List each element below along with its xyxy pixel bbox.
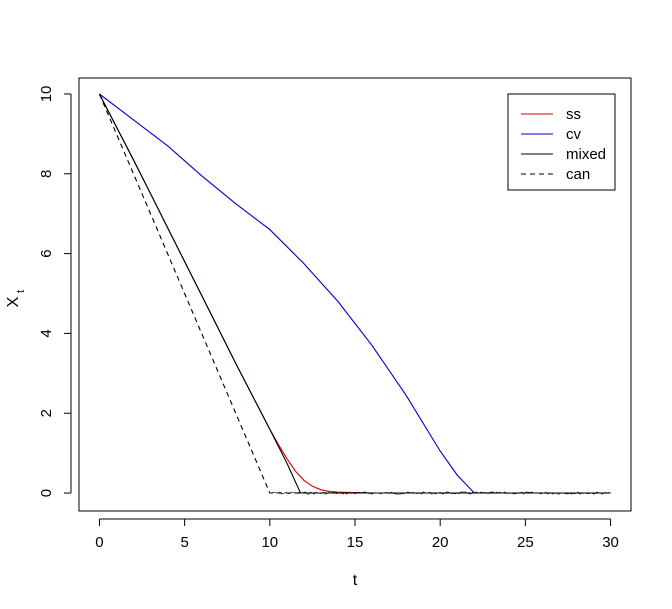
plot-box (78, 77, 632, 512)
axes: 0 5 10 15 20 25 30 0 2 4 6 8 10 (38, 86, 619, 551)
x-tick-label: 0 (95, 534, 103, 551)
legend: ss cv mixed can (507, 93, 616, 191)
y-tick-label: 2 (38, 409, 55, 417)
y-axis-label: X t (5, 290, 27, 307)
y-tick-label: 4 (38, 329, 55, 337)
x-axis-label: t (353, 572, 358, 589)
x-tick-label: 15 (347, 534, 364, 551)
y-tick-label: 6 (38, 249, 55, 257)
y-tick-label: 8 (38, 170, 55, 178)
x-tick-label: 25 (517, 534, 534, 551)
legend-box (507, 93, 616, 191)
y-tick-label: 10 (38, 86, 55, 103)
x-tick-label: 10 (261, 534, 278, 551)
x-tick-label: 5 (180, 534, 188, 551)
series-line-cv (99, 93, 611, 494)
noise-line (269, 491, 610, 495)
plot-area (98, 93, 611, 495)
legend-label-can: can (566, 166, 590, 183)
y-tick-label: 0 (38, 489, 55, 497)
legend-label-cv: cv (566, 126, 582, 143)
y-axis-label-sub: t (15, 290, 27, 293)
legend-label-mixed: mixed (566, 146, 606, 163)
x-tick-label: 20 (432, 534, 449, 551)
legend-label-ss: ss (566, 106, 581, 123)
y-axis-label-main: X (5, 296, 22, 307)
x-tick-label: 30 (602, 534, 619, 551)
